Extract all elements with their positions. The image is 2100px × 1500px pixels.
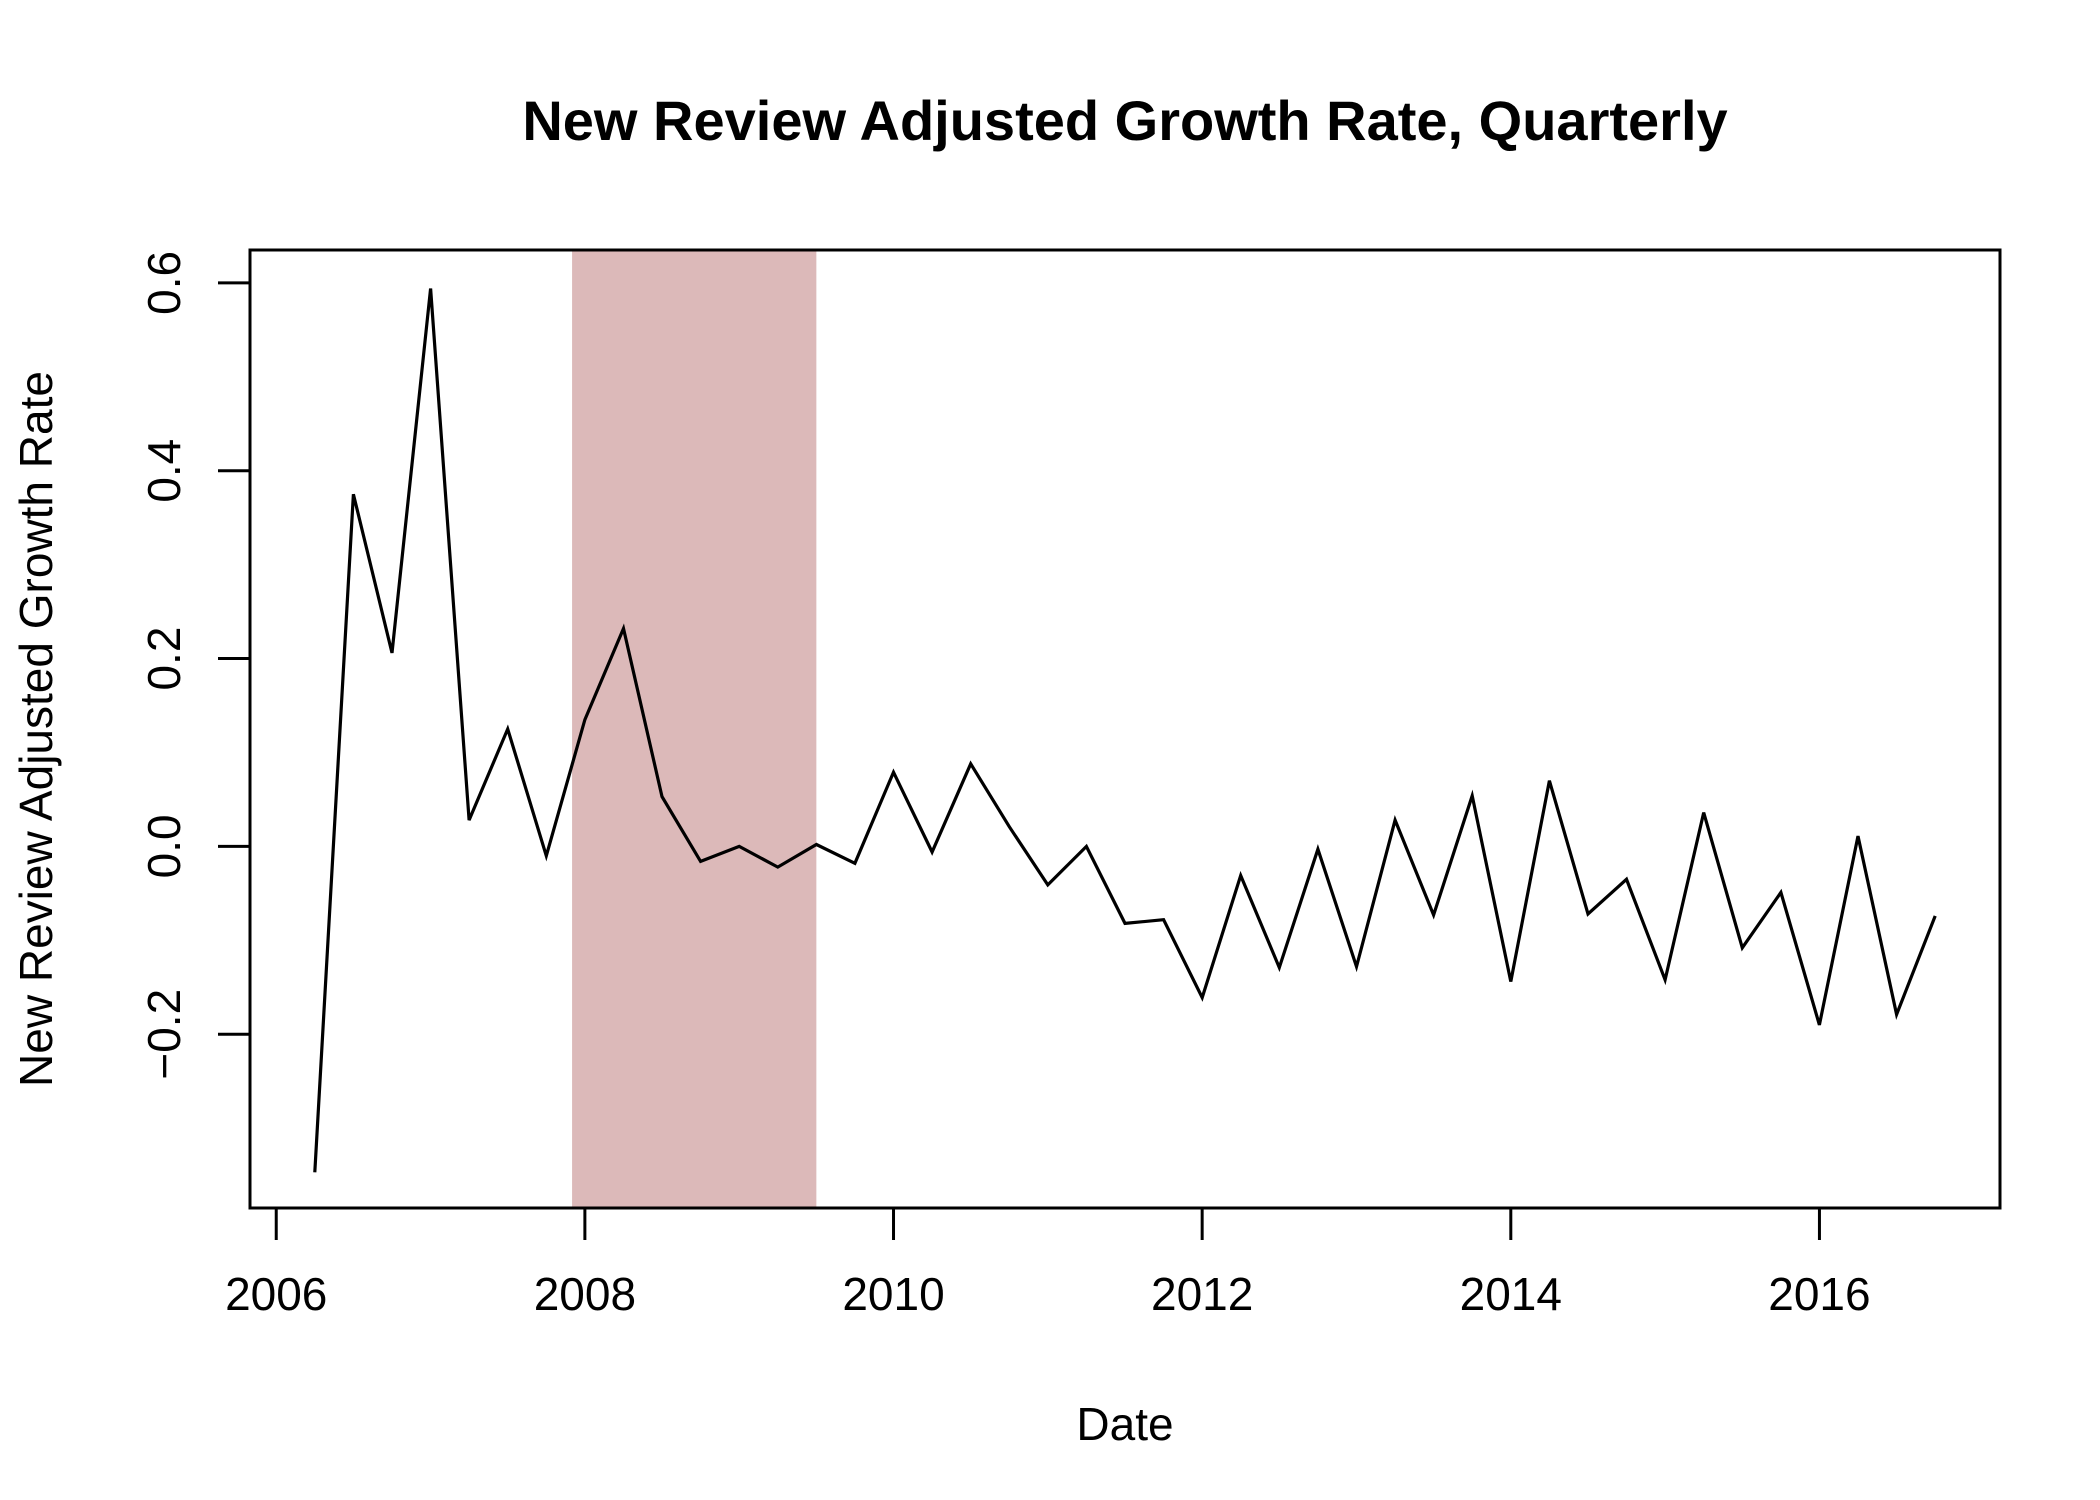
y-axis: −0.2 0.0 0.2 0.4 0.6 — [138, 251, 252, 1080]
data-point — [1780, 892, 1781, 893]
x-tick-label: 2010 — [842, 1268, 944, 1320]
data-point — [662, 796, 663, 797]
data-point — [1665, 979, 1666, 980]
series-line — [313, 288, 1937, 1173]
data-point — [816, 844, 817, 845]
data-point — [1240, 875, 1241, 876]
data-point — [1472, 795, 1473, 796]
plot-layer — [313, 250, 1937, 1208]
shaded-region — [572, 250, 817, 1208]
data-point — [1742, 947, 1743, 948]
data-point — [469, 820, 470, 821]
x-tick-label: 2016 — [1768, 1268, 1870, 1320]
data-point — [1317, 849, 1318, 850]
data-point — [1356, 966, 1357, 967]
data-point — [507, 729, 508, 730]
data-point — [854, 863, 855, 864]
data-point — [1703, 812, 1704, 813]
data-point — [353, 494, 354, 495]
data-point — [1819, 1024, 1820, 1025]
data-point — [893, 772, 894, 773]
data-point — [1510, 981, 1511, 982]
data-point — [777, 867, 778, 868]
data-point — [1935, 915, 1936, 916]
x-axis: 2006 2008 2010 2012 2014 2016 — [225, 1206, 1871, 1320]
x-tick-label: 2008 — [534, 1268, 636, 1320]
x-tick-label: 2006 — [225, 1268, 327, 1320]
data-point — [739, 846, 740, 847]
data-point — [1626, 879, 1627, 880]
data-point — [932, 852, 933, 853]
data-point — [1009, 826, 1010, 827]
y-axis-label: New Review Adjusted Growth Rate — [10, 371, 62, 1087]
data-point — [391, 652, 392, 653]
x-axis-label: Date — [1076, 1398, 1173, 1450]
data-point — [970, 763, 971, 764]
data-point — [1202, 997, 1203, 998]
data-point — [623, 628, 624, 629]
data-point — [546, 855, 547, 856]
data-point — [1896, 1014, 1897, 1015]
y-tick-label: 0.6 — [138, 251, 190, 315]
y-tick-label: 0.2 — [138, 627, 190, 691]
y-tick-label: −0.2 — [138, 989, 190, 1080]
data-point — [1047, 884, 1048, 885]
data-point — [430, 288, 431, 289]
x-tick-label: 2012 — [1151, 1268, 1253, 1320]
data-point — [1433, 914, 1434, 915]
data-point — [1858, 836, 1859, 837]
data-point — [1279, 967, 1280, 968]
x-tick-label: 2014 — [1460, 1268, 1562, 1320]
data-point — [700, 861, 701, 862]
data-point — [1549, 780, 1550, 781]
y-tick-label: 0.0 — [138, 814, 190, 878]
data-point — [314, 1172, 315, 1173]
y-tick-label: 0.4 — [138, 439, 190, 503]
data-point — [1395, 820, 1396, 821]
data-point — [1163, 919, 1164, 920]
data-point — [1086, 846, 1087, 847]
data-point — [1125, 923, 1126, 924]
chart-title: New Review Adjusted Growth Rate, Quarter… — [522, 89, 1727, 152]
data-point — [1587, 914, 1588, 915]
data-point — [584, 719, 585, 720]
